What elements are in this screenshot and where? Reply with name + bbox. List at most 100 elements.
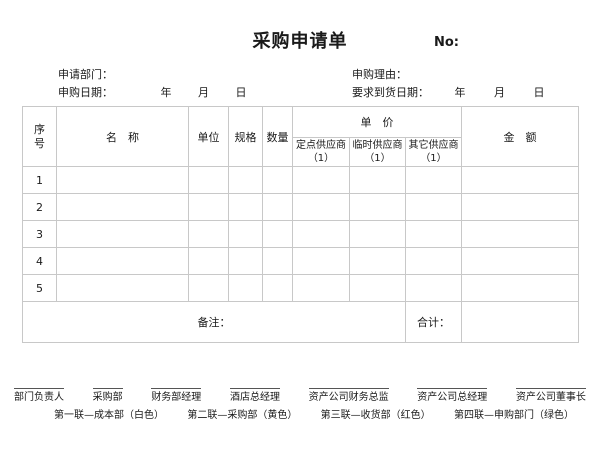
signature-row: 部门负责人 采购部 财务部经理 酒店总经理 资产公司财务总监 资产公司总经理 [12, 388, 588, 404]
table-row: 2 [22, 193, 580, 221]
cell-amount[interactable] [461, 220, 580, 248]
arrival-date-month: 月 [494, 86, 505, 99]
signature-label: 资产公司财务总监 [308, 392, 389, 403]
header-meta: 申请部门： 申购日期： 年 月 日 申购理由： 要求到货日期： 年 月 日 [0, 66, 600, 104]
cell-price-fixed[interactable] [292, 166, 350, 194]
signature-slot-hotel-gm[interactable]: 酒店总经理 [228, 388, 282, 404]
total-value-cell[interactable] [461, 301, 580, 343]
items-table-body: 1 2 [22, 166, 580, 343]
copy-item-second: 第二联—采购部（黄色） [187, 410, 298, 421]
applicant-department-field[interactable]: 申请部门： [58, 66, 348, 84]
cell-unit[interactable] [188, 166, 229, 194]
cell-unit[interactable] [188, 220, 229, 248]
copy-item-fourth: 第四联—申购部门（绿色） [453, 410, 574, 421]
cell-name[interactable] [56, 274, 189, 302]
cell-price-temp[interactable] [349, 193, 406, 221]
cell-price-temp[interactable] [349, 247, 406, 275]
cell-price-temp[interactable] [349, 274, 406, 302]
required-arrival-date-field[interactable]: 要求到货日期： 年 月 日 [352, 84, 592, 102]
document-number-label: No: [434, 35, 460, 50]
table-row: 3 [22, 220, 580, 248]
col-header-spec: 规格 [228, 106, 263, 167]
title-row: 采购申请单 No: [0, 30, 600, 56]
purchase-reason-field[interactable]: 申购理由： [352, 66, 592, 84]
header-row-primary: 序 号 名 称 单位 规格 数量 单 价 金 额 [22, 106, 580, 167]
arrival-date-ymd: 年 月 日 [455, 84, 570, 102]
cell-spec[interactable] [228, 193, 263, 221]
remark-cell[interactable]: 备注： [22, 301, 406, 343]
cell-amount[interactable] [461, 166, 580, 194]
signature-label: 酒店总经理 [229, 392, 280, 403]
signature-rule [308, 388, 389, 389]
items-table-head: 序 号 名 称 单位 规格 数量 单 价 金 额 定点供应商（1） 临时供应商（… [22, 106, 580, 167]
cell-amount[interactable] [461, 274, 580, 302]
request-date-field[interactable]: 申购日期： 年 月 日 [58, 84, 348, 102]
cell-quantity[interactable] [262, 220, 293, 248]
copy-distribution-row: 第一联—成本部（白色） 第二联—采购部（黄色） 第三联—收货部（红色） 第四联—… [12, 410, 588, 422]
request-date-month: 月 [198, 86, 209, 99]
cell-price-other[interactable] [404, 193, 463, 221]
col-header-seq-line1: 序 [34, 122, 45, 136]
copy-item-first: 第一联—成本部（白色） [54, 410, 164, 421]
cell-quantity[interactable] [262, 247, 293, 275]
cell-price-other[interactable] [404, 247, 463, 275]
cell-amount[interactable] [461, 193, 580, 221]
col-header-seq-text: 序 号 [23, 123, 56, 151]
cell-price-other[interactable] [404, 166, 463, 194]
cell-unit[interactable] [188, 247, 229, 275]
cell-price-fixed[interactable] [292, 193, 350, 221]
cell-amount[interactable] [461, 247, 580, 275]
cell-seq: 4 [22, 247, 57, 275]
signature-label: 资产公司总经理 [417, 392, 488, 403]
cell-name[interactable] [56, 193, 189, 221]
cell-price-other[interactable] [404, 220, 463, 248]
col-header-price-other-supplier: 其它供应商（1） [404, 137, 463, 167]
signature-rule [515, 388, 586, 389]
cell-price-fixed[interactable] [292, 247, 350, 275]
signature-slot-asset-gm[interactable]: 资产公司总经理 [415, 388, 489, 404]
table-row: 4 [22, 247, 580, 275]
cell-name[interactable] [56, 166, 189, 194]
items-table-wrapper: 序 号 名 称 单位 规格 数量 单 价 金 额 定点供应商（1） 临时供应商（… [22, 106, 580, 343]
signature-slot-asset-chairman[interactable]: 资产公司董事长 [514, 388, 588, 404]
page-title: 采购申请单 [252, 31, 348, 52]
cell-quantity[interactable] [262, 166, 293, 194]
cell-name[interactable] [56, 247, 189, 275]
required-arrival-date-label: 要求到货日期： [352, 86, 429, 99]
table-row: 1 [22, 166, 580, 194]
signature-rule [417, 388, 488, 389]
signature-label: 部门负责人 [14, 392, 64, 403]
cell-quantity[interactable] [262, 274, 293, 302]
cell-price-fixed[interactable] [292, 220, 350, 248]
cell-seq: 5 [22, 274, 57, 302]
signature-block: 部门负责人 采购部 财务部经理 酒店总经理 资产公司财务总监 资产公司总经理 [12, 388, 588, 422]
purchase-reason-label: 申购理由： [352, 68, 407, 81]
cell-unit[interactable] [188, 193, 229, 221]
cell-price-temp[interactable] [349, 166, 406, 194]
cell-price-temp[interactable] [349, 220, 406, 248]
cell-spec[interactable] [228, 274, 263, 302]
signature-label: 财务部经理 [151, 392, 202, 403]
col-header-quantity: 数量 [262, 106, 293, 167]
cell-spec[interactable] [228, 220, 263, 248]
signature-slot-asset-cfo[interactable]: 资产公司财务总监 [307, 388, 391, 404]
cell-price-fixed[interactable] [292, 274, 350, 302]
signature-slot-dept-head[interactable]: 部门负责人 [12, 388, 66, 404]
request-date-year: 年 [160, 86, 172, 99]
signature-slot-purchasing-dept[interactable]: 采购部 [91, 388, 125, 404]
cell-quantity[interactable] [262, 193, 293, 221]
col-header-amount: 金 额 [461, 106, 580, 167]
request-date-label: 申购日期： [58, 86, 113, 99]
cell-spec[interactable] [228, 247, 263, 275]
cell-price-other[interactable] [404, 274, 463, 302]
col-header-name: 名 称 [56, 106, 189, 167]
cell-spec[interactable] [228, 166, 263, 194]
signature-rule [92, 388, 123, 389]
cell-unit[interactable] [188, 274, 229, 302]
cell-name[interactable] [56, 220, 189, 248]
request-date-ymd: 年 月 日 [161, 84, 270, 102]
signature-slot-finance-manager[interactable]: 财务部经理 [149, 388, 203, 404]
col-header-price-temp-supplier: 临时供应商（1） [349, 137, 406, 167]
remark-label: 备注： [197, 316, 231, 329]
cell-seq: 3 [22, 220, 57, 248]
